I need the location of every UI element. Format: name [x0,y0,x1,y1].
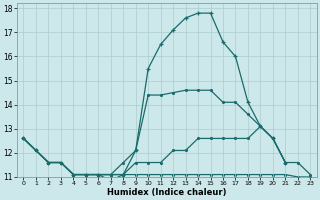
X-axis label: Humidex (Indice chaleur): Humidex (Indice chaleur) [107,188,227,197]
